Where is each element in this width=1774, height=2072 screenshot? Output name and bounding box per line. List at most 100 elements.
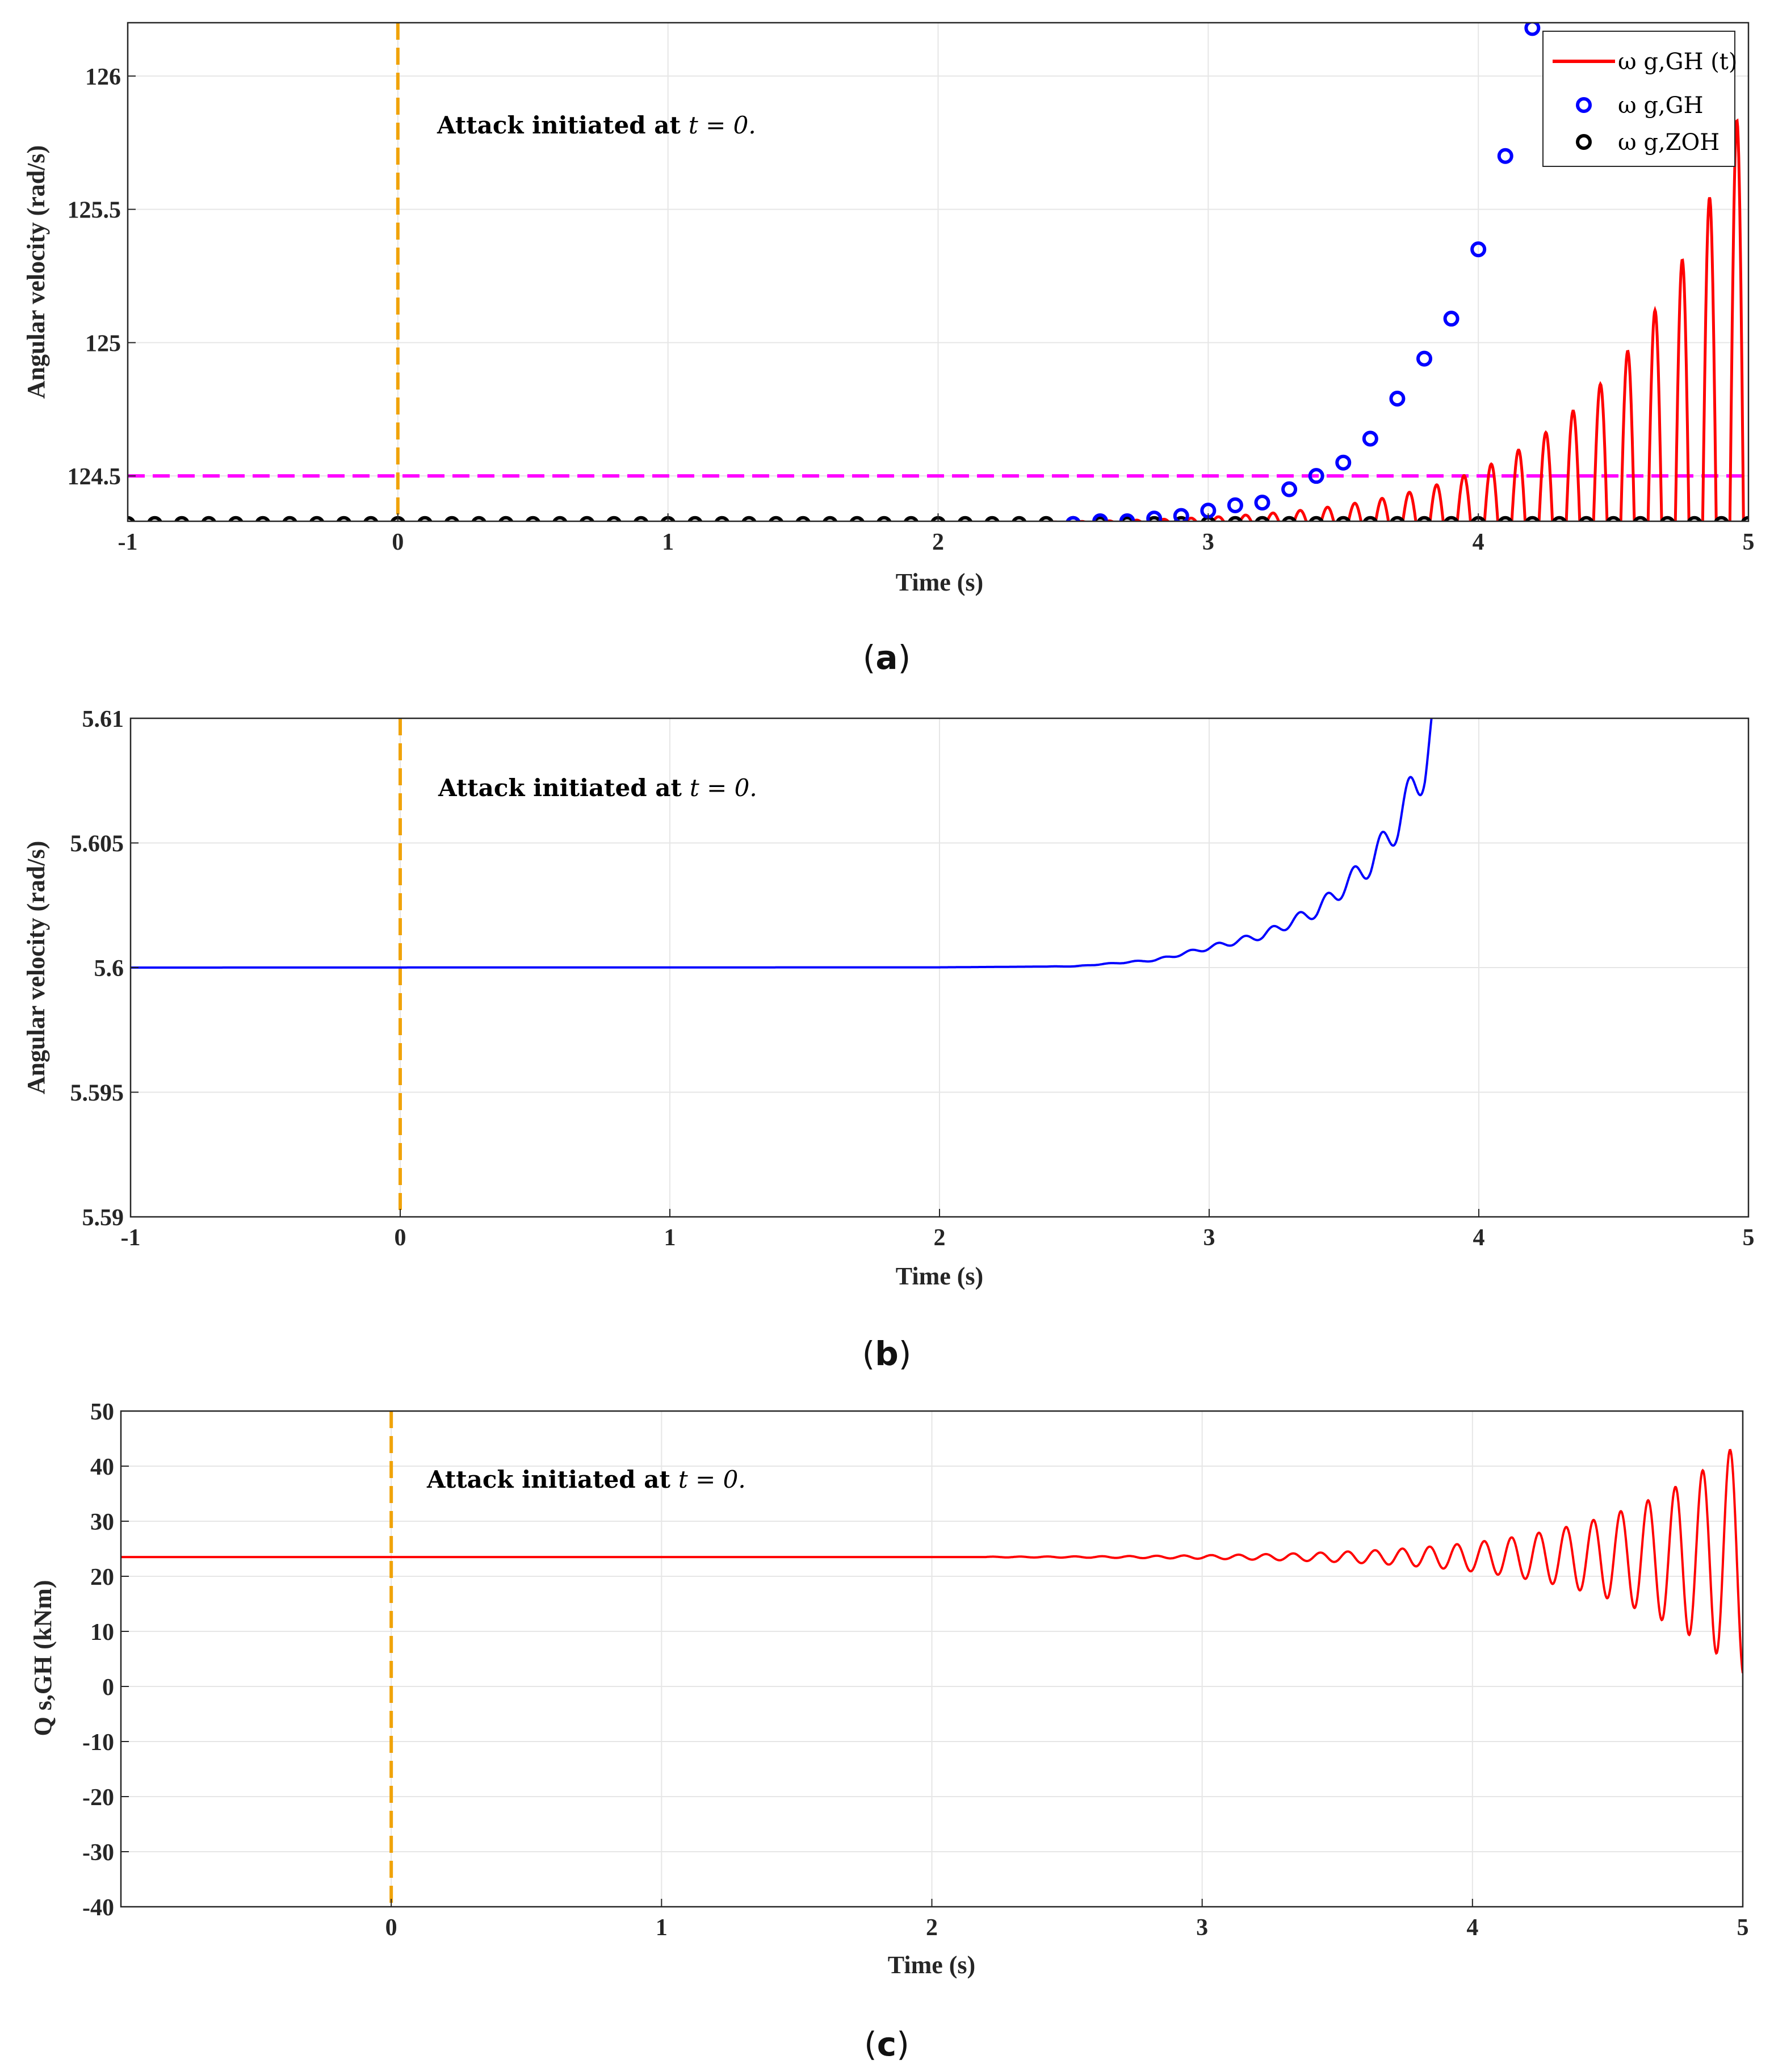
zoh-marker [1309,516,1324,521]
zoh-marker [1281,516,1297,521]
panel-c-ytick-label: -20 [82,1785,114,1811]
panel-b-xlabel: Time (s) [896,1262,983,1290]
legend-box [1542,31,1735,167]
panel-b-series-blue [131,718,1433,969]
panel-b-ylabel: Angular velocity (rad/s) [22,841,50,1095]
zoh-marker [471,516,487,521]
gh-marker [1362,430,1378,447]
panel-a-legend: ω g,GH (t) ω g,GH ω g,ZOH [1542,31,1738,167]
panel-a-ytick-label: 126 [85,64,121,90]
zoh-marker [714,516,730,521]
panel-c-xtick-label: 0 [385,1915,397,1941]
panel-a-series-gh-markers [1066,23,1541,521]
zoh-marker [1362,516,1378,521]
panel-a-xtick-label: 3 [1202,529,1214,555]
panel-c-xtick-label: 4 [1466,1915,1478,1941]
panel-c-xtick-label: 3 [1196,1915,1208,1941]
panel-b-ytick-label: 5.605 [70,831,124,857]
gh-marker [1254,495,1270,511]
legend-label-0: ω g,GH (t) [1618,49,1738,75]
panel-a-xtick-label: 5 [1743,529,1755,555]
gh-marker [1308,468,1324,484]
gh-marker [1389,391,1406,407]
panel-c-tick-labels: 0 1 2 3 4 5 -40 -30 -20 -10 0 10 20 30 40 50 [82,1399,1749,1941]
zoh-marker [228,516,244,521]
gh-marker [1497,148,1513,164]
zoh-marker [876,516,892,521]
gh-marker [1119,513,1135,521]
panel-c-xlabel: Time (s) [888,1951,975,1979]
panel-b-tick-labels: -1 0 1 2 3 4 5 5.59 5.595 5.6 5.605 5.61 [70,706,1755,1251]
panel-b-ytick-label: 5.61 [82,706,124,732]
panel-a-ylabel: Angular velocity (rad/s) [22,145,50,399]
zoh-marker [498,516,514,521]
panel-b-xtick-label: -1 [121,1225,141,1251]
gh-marker [1066,516,1081,521]
zoh-marker [255,516,271,521]
zoh-marker [444,516,460,521]
zoh-marker [1119,516,1135,521]
panel-c-ytick-label: 0 [102,1675,114,1701]
gh-marker [1335,454,1352,471]
panel-a-ytick-label: 125 [85,330,121,357]
zoh-marker [174,516,190,521]
panel-b-xtick-label: 0 [395,1225,406,1251]
panel-b-ytick-label: 5.59 [82,1205,124,1231]
panel-a-xtick-label: 4 [1473,529,1484,555]
panel-c-ytick-label: -30 [82,1840,114,1866]
panel-c-ytick-label: 10 [90,1619,114,1646]
panel-a: -1 0 1 2 3 4 5 124.5 125 125.5 126 Attack initiate… [22,22,1755,677]
panel-c-xtick-label: 1 [656,1915,668,1941]
zoh-marker [552,516,568,521]
panel-a-xtick-label: 0 [392,529,404,555]
zoh-marker [1687,516,1702,521]
zoh-marker [1498,516,1513,521]
panel-a-xtick-label: -1 [118,529,138,555]
panel-b-xtick-label: 3 [1203,1225,1215,1251]
legend-label-1: ω g,GH [1618,93,1704,119]
zoh-marker [822,516,838,521]
zoh-marker [633,516,649,521]
zoh-marker [1390,516,1405,521]
panel-c-ytick-label: 30 [90,1509,114,1535]
zoh-marker [336,516,351,521]
gh-marker [1416,350,1432,367]
gh-marker [1443,311,1460,327]
zoh-marker [1579,516,1594,521]
panel-c-ytick-label: 40 [90,1454,114,1480]
panel-a-xtick-label: 2 [932,529,944,555]
gh-marker [1470,241,1487,258]
zoh-marker [903,516,919,521]
zoh-marker [1255,516,1270,521]
panel-c-xtick-label: 2 [926,1915,938,1941]
panel-b-xtick-label: 1 [664,1225,676,1251]
zoh-marker [1444,516,1459,521]
panel-a-ytick-label: 125.5 [68,198,121,224]
zoh-marker [1038,516,1054,521]
zoh-marker [795,516,811,521]
zoh-marker [606,516,622,521]
gh-marker [1146,510,1163,521]
zoh-marker [687,516,703,521]
zoh-marker [741,516,757,521]
panel-c-ytick-label: -10 [82,1730,114,1756]
gh-marker [1227,497,1243,513]
panel-a-caption: (a) [863,638,911,677]
zoh-marker [363,516,379,521]
panel-c-series-red [121,1449,1743,1673]
zoh-marker [1012,516,1027,521]
zoh-marker [1416,516,1432,521]
panel-a-tick-labels: -1 0 1 2 3 4 5 124.5 125 125.5 126 [68,64,1755,555]
zoh-marker [1092,516,1108,521]
panel-c-ylabel: Q s,GH (kNm) [29,1580,57,1736]
zoh-marker [849,516,865,521]
zoh-marker [1551,516,1567,521]
zoh-marker [1146,516,1162,521]
panel-b-xtick-label: 5 [1743,1225,1755,1251]
zoh-marker [1660,516,1675,521]
panel-b: -1 0 1 2 3 4 5 5.59 5.595 5.6 5.605 5.61 Attack ini… [22,706,1755,1373]
panel-b-ytick-label: 5.595 [70,1081,124,1107]
zoh-marker [147,516,162,521]
zoh-marker [1633,516,1648,521]
